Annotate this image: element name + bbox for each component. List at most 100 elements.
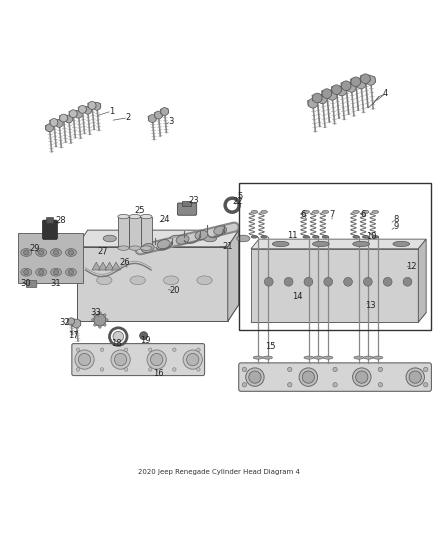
Ellipse shape [141,246,152,251]
Bar [356,80,366,87]
Bar [331,86,341,93]
Text: 21: 21 [223,243,233,251]
Circle shape [88,101,96,109]
Text: 26: 26 [120,259,130,268]
Ellipse shape [163,276,179,285]
Ellipse shape [118,214,129,219]
Bar [148,116,156,121]
Bar [74,111,82,117]
Polygon shape [77,247,228,321]
Bar [182,201,191,206]
Ellipse shape [261,211,267,213]
Circle shape [94,314,106,326]
Circle shape [78,106,86,114]
Ellipse shape [362,211,369,213]
Text: 32: 32 [60,318,70,327]
Bar [239,183,431,330]
Circle shape [356,371,368,383]
Ellipse shape [372,211,378,213]
Text: 2: 2 [126,113,131,122]
Circle shape [60,114,67,122]
Text: 17: 17 [68,331,79,340]
Circle shape [173,368,176,371]
Ellipse shape [50,248,61,256]
Circle shape [249,371,261,383]
Bar [49,119,58,125]
Ellipse shape [170,235,183,242]
Ellipse shape [251,236,258,238]
Polygon shape [418,239,426,322]
Circle shape [148,368,152,371]
Circle shape [148,115,156,123]
Ellipse shape [253,356,263,359]
Circle shape [308,99,318,108]
Circle shape [76,348,80,351]
Ellipse shape [303,236,310,238]
Circle shape [424,367,428,372]
Ellipse shape [130,276,145,285]
Polygon shape [77,304,239,321]
Text: 20: 20 [169,286,180,295]
Bar [321,90,332,96]
Polygon shape [112,262,120,270]
Circle shape [111,350,130,369]
Text: 7: 7 [329,211,335,219]
Circle shape [378,383,383,387]
Circle shape [360,74,370,84]
Bar [67,319,74,324]
Bar [365,77,375,83]
Bar [92,103,101,109]
Ellipse shape [203,235,216,242]
Circle shape [304,277,313,286]
Circle shape [173,348,176,351]
Circle shape [424,383,428,387]
Circle shape [39,270,44,275]
Circle shape [322,89,332,99]
Ellipse shape [35,248,46,256]
FancyBboxPatch shape [42,220,57,239]
Text: 14: 14 [292,292,302,301]
Circle shape [68,250,74,255]
Circle shape [378,367,383,372]
Circle shape [409,371,421,383]
Ellipse shape [103,235,117,242]
Text: 29: 29 [29,245,39,254]
Circle shape [327,91,337,100]
Circle shape [151,353,163,366]
Text: 11: 11 [287,231,298,240]
Ellipse shape [118,246,129,251]
FancyBboxPatch shape [26,280,37,287]
Ellipse shape [322,236,328,238]
Text: 27: 27 [98,247,108,256]
Circle shape [242,367,247,372]
Polygon shape [251,312,426,322]
Polygon shape [99,262,107,270]
Circle shape [24,250,29,255]
Text: 4: 4 [383,89,388,98]
Circle shape [147,350,166,369]
Circle shape [341,81,351,91]
Circle shape [99,312,101,314]
Text: 22: 22 [233,197,243,206]
Bar [88,102,96,108]
Ellipse shape [129,214,141,219]
Text: 33: 33 [90,308,101,317]
FancyBboxPatch shape [72,344,205,376]
Ellipse shape [263,356,272,359]
Ellipse shape [97,276,112,285]
FancyBboxPatch shape [46,217,53,223]
Polygon shape [92,262,101,270]
Bar [118,216,129,248]
Ellipse shape [362,236,369,238]
Ellipse shape [313,211,319,213]
Ellipse shape [21,268,32,276]
Ellipse shape [261,236,267,238]
Bar [350,78,360,85]
Ellipse shape [314,356,323,359]
Ellipse shape [272,241,289,247]
Ellipse shape [137,235,150,242]
Circle shape [312,93,322,103]
Text: 28: 28 [55,216,66,225]
Text: 23: 23 [188,196,199,205]
Text: 24: 24 [159,215,170,224]
